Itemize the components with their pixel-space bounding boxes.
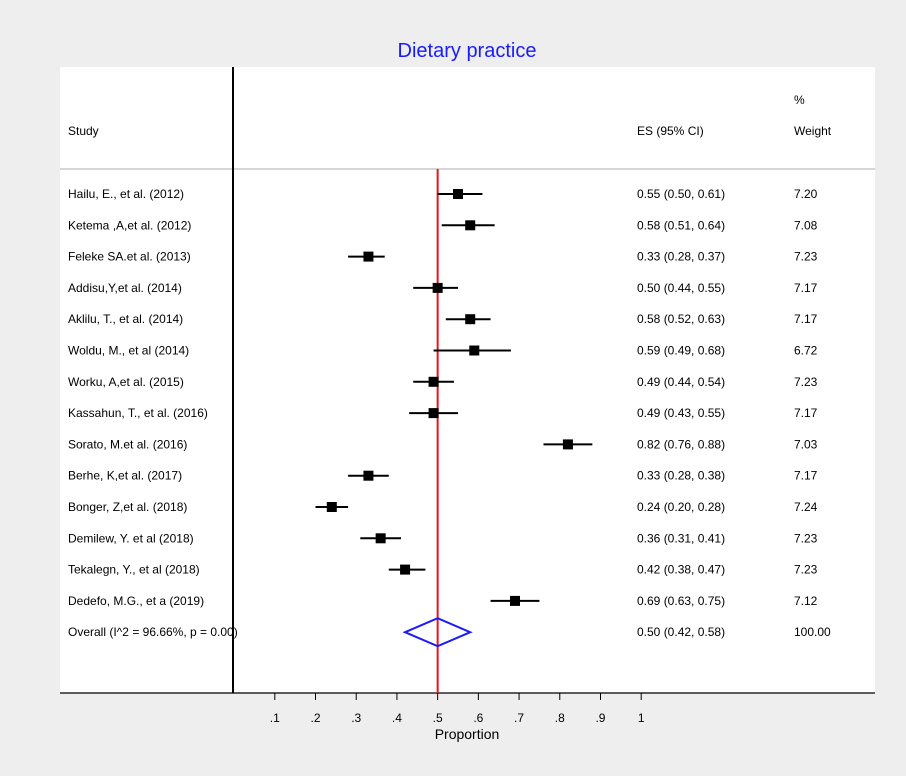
effect-marker bbox=[400, 564, 411, 575]
study-column-header: Study bbox=[68, 124, 99, 138]
study-label: Woldu, M., et al (2014) bbox=[68, 344, 189, 358]
x-tick-label: .5 bbox=[433, 711, 443, 725]
study-rows: Hailu, E., et al. (2012) 0.55 (0.50, 0.61… bbox=[68, 187, 831, 639]
effect-marker bbox=[428, 408, 439, 419]
plot-area bbox=[60, 67, 875, 693]
study-weight: 7.23 bbox=[794, 250, 818, 264]
study-label: Aklilu, T., et al. (2014) bbox=[68, 312, 183, 326]
x-tick-label: .8 bbox=[555, 711, 565, 725]
study-label: Ketema ,A,et al. (2012) bbox=[68, 218, 191, 232]
overall-diamond bbox=[402, 617, 473, 648]
study-es-text: 0.59 (0.49, 0.68) bbox=[637, 344, 725, 358]
study-es-text: 0.50 (0.44, 0.55) bbox=[637, 281, 725, 295]
overall-es-text: 0.50 (0.42, 0.58) bbox=[637, 625, 725, 639]
study-es-text: 0.36 (0.31, 0.41) bbox=[637, 531, 725, 545]
effect-marker bbox=[562, 439, 573, 450]
study-label: Feleke SA.et al. (2013) bbox=[68, 250, 191, 264]
study-weight: 7.17 bbox=[794, 312, 818, 326]
effect-marker bbox=[469, 345, 480, 356]
study-weight: 7.17 bbox=[794, 406, 818, 420]
study-weight: 6.72 bbox=[794, 344, 818, 358]
x-tick-label: .4 bbox=[392, 711, 402, 725]
study-label: Worku, A,et al. (2015) bbox=[68, 375, 184, 389]
study-es-text: 0.33 (0.28, 0.38) bbox=[637, 469, 725, 483]
study-label: Bonger, Z,et al. (2018) bbox=[68, 500, 187, 514]
study-es-text: 0.69 (0.63, 0.75) bbox=[637, 594, 725, 608]
effect-marker bbox=[363, 251, 374, 262]
weight-percent-header: % bbox=[794, 93, 805, 107]
study-label: Kassahun, T., et al. (2016) bbox=[68, 406, 208, 420]
forest-marks bbox=[315, 169, 593, 693]
effect-marker bbox=[453, 189, 463, 199]
study-es-text: 0.58 (0.52, 0.63) bbox=[637, 312, 725, 326]
study-es-text: 0.82 (0.76, 0.88) bbox=[637, 437, 725, 451]
chart-title: Dietary practice bbox=[398, 40, 537, 62]
overall-weight: 100.00 bbox=[794, 625, 831, 639]
x-axis: .1 .2 .3 .4 .5 .6 .7 .8 .9 1 bbox=[270, 693, 645, 725]
study-weight: 7.23 bbox=[794, 375, 818, 389]
es-column-header: ES (95% CI) bbox=[637, 124, 704, 138]
effect-marker bbox=[363, 470, 374, 481]
study-weight: 7.24 bbox=[794, 500, 818, 514]
study-es-text: 0.24 (0.20, 0.28) bbox=[637, 500, 725, 514]
effect-marker bbox=[375, 533, 386, 544]
x-tick-label: .9 bbox=[595, 711, 605, 725]
study-label: Addisu,Y,et al. (2014) bbox=[68, 281, 182, 295]
study-es-text: 0.33 (0.28, 0.37) bbox=[637, 250, 725, 264]
study-label: Hailu, E., et al. (2012) bbox=[68, 187, 184, 201]
x-tick-label: .2 bbox=[311, 711, 321, 725]
study-label: Demilew, Y. et al (2018) bbox=[68, 531, 194, 545]
study-label: Sorato, M.et al. (2016) bbox=[68, 437, 187, 451]
effect-marker bbox=[509, 595, 520, 606]
study-label: Berhe, K,et al. (2017) bbox=[68, 469, 182, 483]
overall-label: Overall (I^2 = 96.66%, p = 0.00) bbox=[68, 625, 238, 639]
study-es-text: 0.42 (0.38, 0.47) bbox=[637, 563, 725, 577]
effect-marker bbox=[432, 282, 443, 293]
x-tick-label: .6 bbox=[473, 711, 483, 725]
x-tick-label: .1 bbox=[270, 711, 280, 725]
effect-marker bbox=[326, 502, 337, 512]
effect-marker bbox=[428, 376, 439, 387]
study-es-text: 0.49 (0.43, 0.55) bbox=[637, 406, 725, 420]
study-es-text: 0.58 (0.51, 0.64) bbox=[637, 218, 725, 232]
effect-marker bbox=[465, 314, 476, 325]
study-weight: 7.17 bbox=[794, 281, 818, 295]
study-weight: 7.03 bbox=[794, 437, 818, 451]
x-tick-label: .7 bbox=[514, 711, 524, 725]
x-tick-label: 1 bbox=[638, 711, 645, 725]
study-weight: 7.08 bbox=[794, 218, 818, 232]
study-es-text: 0.55 (0.50, 0.61) bbox=[637, 187, 725, 201]
effect-marker bbox=[465, 220, 476, 231]
study-weight: 7.17 bbox=[794, 469, 818, 483]
study-label: Dedefo, M.G., et a (2019) bbox=[68, 594, 204, 608]
x-tick-label: .3 bbox=[351, 711, 361, 725]
study-weight: 7.23 bbox=[794, 563, 818, 577]
study-weight: 7.12 bbox=[794, 594, 818, 608]
study-weight: 7.23 bbox=[794, 531, 818, 545]
study-label: Tekalegn, Y., et al (2018) bbox=[68, 563, 200, 577]
study-weight: 7.20 bbox=[794, 187, 818, 201]
weight-column-header: Weight bbox=[794, 124, 832, 138]
x-axis-label: Proportion bbox=[435, 726, 500, 742]
study-es-text: 0.49 (0.44, 0.54) bbox=[637, 375, 725, 389]
